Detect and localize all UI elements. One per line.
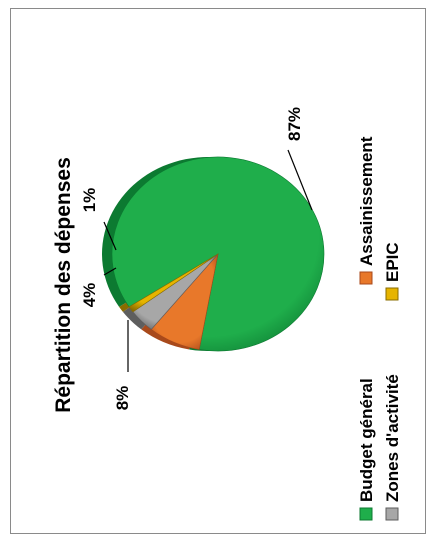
data-label-epic: 1% [80,188,99,213]
legend: Budget général Assainissement Zones d'acti… [357,136,402,521]
data-labels: 87% 8% 4% 1% [80,107,304,410]
legend-item-budget-general: Budget général [357,378,376,521]
legend-label: Assainissement [357,136,376,266]
legend-swatch [359,507,373,521]
chart-title: Répartition des dépenses [52,157,75,413]
legend-swatch [359,271,373,285]
legend-item-assainissement: Assainissement [357,136,376,285]
leader-lines [103,149,313,372]
slice-epic [128,253,219,313]
data-label-budget-general: 87% [285,107,304,141]
data-label-zones-d-activite: 4% [80,283,99,308]
slice-budget-general [111,156,325,352]
legend-swatch [385,287,399,301]
leader-line-zones-d-activite [103,267,117,276]
data-label-assainissement: 8% [113,386,132,411]
legend-label: EPIC [383,242,402,282]
leader-line-budget-general [287,149,313,211]
legend-label: Zones d'activité [383,374,402,502]
legend-label: Budget général [357,378,376,502]
legend-swatch [385,507,399,521]
leader-line-epic [103,221,117,251]
pie-slices [102,156,325,352]
legend-item-zones-d-activite: Zones d'activité [383,374,402,521]
legend-item-epic: EPIC [383,242,402,301]
